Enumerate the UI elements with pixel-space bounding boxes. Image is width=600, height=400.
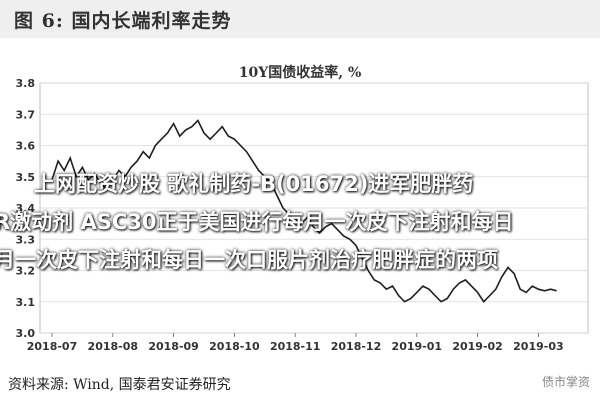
y-tick-label: 3.3 (16, 233, 36, 246)
y-axis-ticks: 3.0 3.1 3.2 3.3 3.4 3.5 3.6 3.7 3.8 (16, 77, 36, 340)
y-tick-label: 3.5 (16, 171, 36, 184)
x-tick-label: 2018-10 (209, 340, 260, 353)
y-tick-label: 3.1 (16, 296, 36, 309)
series-line-10y-yield (51, 119, 557, 303)
x-tick-label: 2019-02 (452, 340, 503, 353)
source-note: 资料来源: Wind, 国泰君安证券研究 (8, 377, 231, 393)
x-tick-label: 2018-07 (27, 340, 78, 353)
y-tick-label: 3.0 (16, 327, 36, 340)
y-tick-label: 3.2 (16, 265, 36, 278)
x-tick-label: 2018-11 (270, 340, 321, 353)
y-tick-label: 3.4 (16, 202, 36, 215)
watermark-text: 债市掌资 (541, 375, 590, 389)
x-tick-label: 2019-01 (392, 340, 443, 353)
x-tick-label: 2019-03 (513, 340, 564, 353)
grid-lines (40, 82, 588, 334)
y-tick-label: 3.8 (16, 77, 36, 90)
figure-title: 图 6: 国内长端利率走势 (14, 10, 232, 32)
x-tick-label: 2018-12 (331, 340, 382, 353)
x-tick-label: 2018-09 (148, 340, 199, 353)
figure-title-bar: 图 6: 国内长端利率走势 (0, 0, 600, 38)
x-tick-label: 2018-08 (88, 340, 139, 353)
chart-title: 10Y国债收益率, % (238, 65, 362, 81)
y-tick-label: 3.7 (16, 108, 36, 121)
x-axis-ticks: 2018-07 2018-08 2018-09 2018-10 2018-11 2018-… (27, 333, 564, 353)
y-tick-label: 3.6 (16, 140, 36, 153)
